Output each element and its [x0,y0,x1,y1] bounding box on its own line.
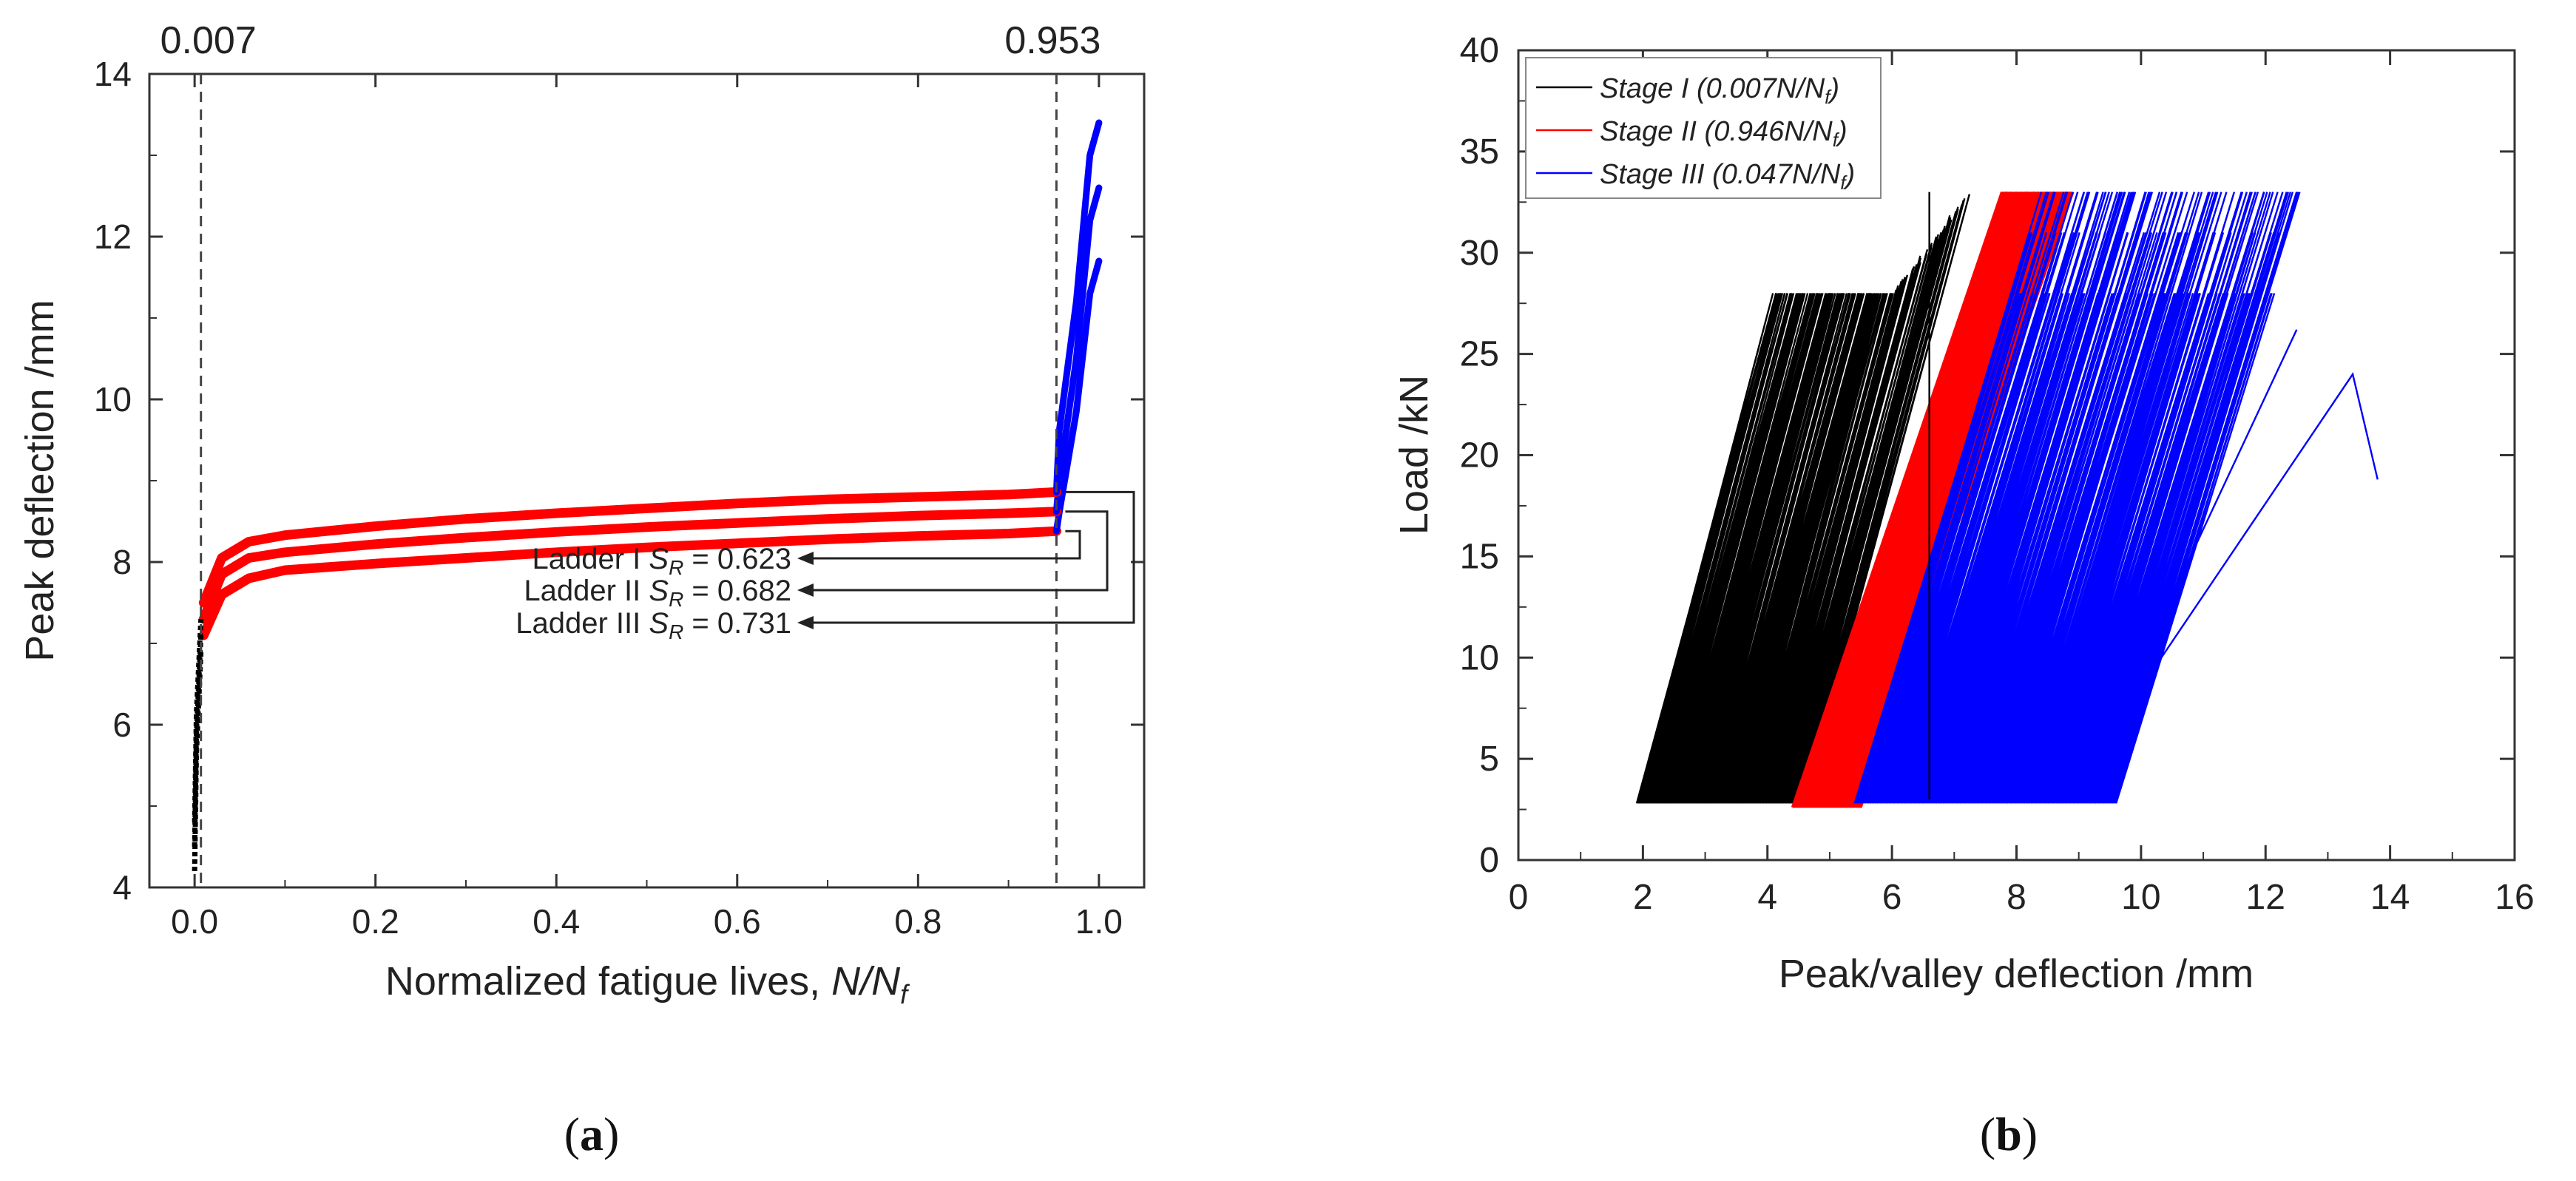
panel-a-caption: (a) [564,1108,620,1160]
panel-b-x-tick-label: 0 [1509,878,1529,917]
panel-a-ladder-label: Ladder I SR = 0.623 [533,543,792,579]
panel-a-series [192,184,1103,847]
panel-b-legend: Stage I (0.007N/Nf) Stage II (0.946N/Nf) S… [1525,57,1882,199]
panel-b-caption: (b) [1980,1108,2038,1160]
panel-b-legend-label: Stage I (0.007N/Nf) [1600,73,1839,108]
panel-a-ladder-annotation: Ladder I SR = 0.623 [533,529,1081,579]
panel-a-ladder-label: Ladder II SR = 0.682 [524,575,791,611]
panel-a-ladder-connector [810,490,1135,624]
panel-b-legend-label: Stage III (0.047N/Nf) [1600,159,1855,194]
panel-a-ladder-annotation: Ladder II SR = 0.682 [524,510,1109,611]
panel-a-x-tick-label: 1.0 [1075,902,1123,941]
panel-a-stage2-line [198,526,1061,640]
panel-a-ladder-label: Ladder III SR = 0.731 [515,607,791,643]
panel-a-stage3-line [1052,257,1103,535]
panel-a-vline-label: 0.007 [160,19,257,62]
panel-b-y-tick-label: 15 [1460,537,1499,576]
panel-a-x-tick-label: 0.8 [894,902,942,941]
panel-b-x-tick-label: 2 [1633,878,1653,917]
panel-b-legend-entry: Stage I (0.007N/Nf) [1536,73,1839,108]
panel-a-reference-lines: 0.007 0.953 [160,19,1101,887]
panel-b-ticks: 0 2 4 6 8 10 12 14 16 0 5 10 15 20 25 30 35 40 [1460,31,2535,917]
panel-b-data-layer [1635,192,2379,808]
panel-b-y-tick-label: 40 [1460,31,1499,70]
panel-b-x-tick-label: 8 [2007,878,2026,917]
panel-a-stage2-line [198,507,1061,624]
panel-b-y-axis-title: Load /kN [1392,375,1436,535]
panel-b-series [1635,194,1971,804]
panel-b-x-tick-label: 6 [1882,878,1902,917]
panel-a-vline-label: 0.953 [1004,19,1101,62]
panel-a-x-axis-title: Normalized fatigue lives, N/Nf [385,959,910,1009]
panel-b-y-tick-label: 20 [1460,436,1499,476]
panel-b-extra-line [2072,372,2379,790]
panel-b-legend-box [1525,57,1882,199]
panel-a-series [192,119,1103,823]
panel-b-y-tick-label: 5 [1479,740,1499,779]
panel-b-y-tick-label: 10 [1460,638,1499,677]
panel-a-y-tick-label: 8 [112,543,132,581]
panel-b-legend-entry: Stage III (0.047N/Nf) [1536,159,1855,194]
panel-a-x-tick-label: 0.6 [714,902,761,941]
panel-a-y-tick-label: 6 [112,705,132,744]
panel-b-chart: 0 2 4 6 8 10 12 14 16 0 5 10 15 20 25 30 35 40 Stage I (0… [1392,31,2535,996]
panel-a-ticks: 0.0 0.2 0.4 0.6 0.8 1.0 4 6 8 10 12 14 [94,55,1144,941]
panel-a-ladder-connector [810,510,1109,592]
panel-a-chart: 0.0 0.2 0.4 0.6 0.8 1.0 4 6 8 10 12 14 0.007 0.953 L… [18,19,1146,1009]
panel-b-series [1853,192,2301,804]
panel-b-x-axis-title: Peak/valley deflection /mm [1779,952,2254,996]
panel-a-x-tick-label: 0.0 [171,902,218,941]
panel-a-frame [148,72,1146,889]
panel-a-ladder-connector [810,529,1081,560]
panel-b-y-tick-label: 0 [1479,841,1499,880]
panel-b-y-tick-label: 25 [1460,335,1499,374]
panel-a-data-layer [192,119,1103,872]
panel-b-legend-label: Stage II (0.946N/Nf) [1600,116,1848,151]
panel-b-load-loops [1853,192,2301,804]
panel-a-stage1-line [192,618,204,823]
panel-b-y-tick-label: 30 [1460,234,1499,273]
panel-a-y-tick-label: 14 [94,55,132,93]
panel-a-stage2-line [198,487,1061,608]
panel-a-ladder-arrowhead [797,583,814,597]
panel-b-y-tick-label: 35 [1460,132,1499,172]
panel-a-y-tick-label: 10 [94,380,132,419]
panel-b-x-tick-label: 12 [2246,878,2285,917]
panel-b-legend-entry: Stage II (0.946N/Nf) [1536,116,1848,151]
panel-b-extra-line [2078,329,2298,796]
panel-a-ladder-arrowhead [797,552,814,565]
panel-b-x-tick-label: 16 [2495,878,2534,917]
panel-a-ladder-arrowhead [797,616,814,629]
panel-b-x-tick-label: 4 [1757,878,1777,917]
panel-a-x-tick-label: 0.4 [533,902,580,941]
panel-a-y-tick-label: 4 [112,868,132,907]
panel-b-load-loops [1635,194,1971,804]
panel-a-x-tick-label: 0.2 [352,902,399,941]
panel-a-ladder-annotation: Ladder III SR = 0.731 [515,490,1135,643]
panel-b-x-tick-label: 14 [2370,878,2410,917]
panel-a-stage3-line [1052,119,1103,495]
panel-b-x-tick-label: 10 [2121,878,2160,917]
panel-a-y-tick-label: 12 [94,217,132,256]
panel-a-stage3-line [1052,184,1103,515]
panel-a-y-axis-title: Peak deflection /mm [18,300,62,661]
